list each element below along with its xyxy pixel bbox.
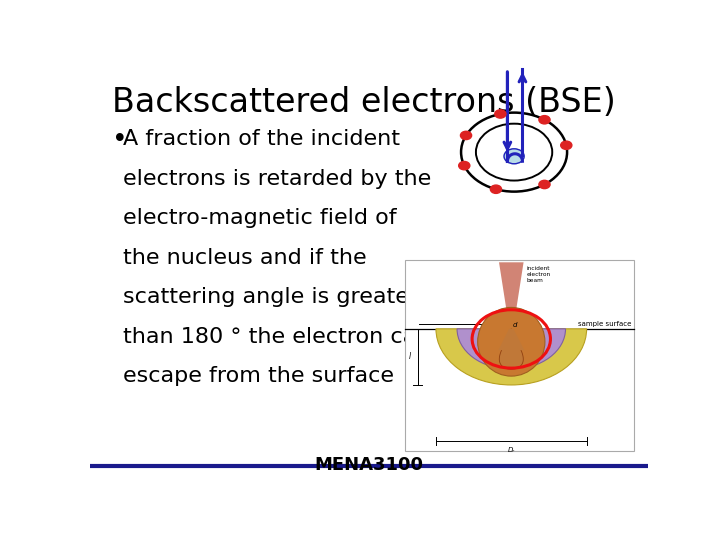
- Text: than 180 ° the electron can: than 180 ° the electron can: [124, 327, 431, 347]
- Text: sample surface: sample surface: [578, 321, 631, 327]
- Text: l: l: [409, 353, 411, 361]
- Polygon shape: [499, 329, 523, 369]
- Polygon shape: [499, 262, 523, 327]
- Text: Dᵣ: Dᵣ: [508, 447, 515, 453]
- Circle shape: [561, 141, 572, 150]
- FancyBboxPatch shape: [405, 260, 634, 451]
- Text: •: •: [112, 127, 128, 153]
- Text: incident
electron
beam: incident electron beam: [527, 266, 551, 283]
- Text: scattering angle is greater: scattering angle is greater: [124, 287, 418, 307]
- Wedge shape: [436, 329, 587, 385]
- Text: electro-magnetic field of: electro-magnetic field of: [124, 208, 397, 228]
- Ellipse shape: [477, 307, 545, 376]
- Circle shape: [539, 180, 550, 188]
- Text: Backscattered electrons (BSE): Backscattered electrons (BSE): [112, 85, 616, 119]
- Text: d: d: [513, 322, 518, 328]
- Text: the nucleus and if the: the nucleus and if the: [124, 248, 367, 268]
- Circle shape: [459, 161, 470, 170]
- Circle shape: [490, 185, 502, 193]
- Wedge shape: [457, 329, 565, 369]
- Text: A fraction of the incident: A fraction of the incident: [124, 129, 400, 149]
- Text: electrons is retarded by the: electrons is retarded by the: [124, 168, 432, 189]
- Text: escape from the surface: escape from the surface: [124, 366, 395, 386]
- Polygon shape: [498, 329, 524, 350]
- Circle shape: [461, 131, 472, 139]
- Circle shape: [539, 116, 550, 124]
- Text: MENA3100: MENA3100: [315, 456, 423, 474]
- Circle shape: [495, 110, 506, 118]
- Circle shape: [504, 149, 524, 164]
